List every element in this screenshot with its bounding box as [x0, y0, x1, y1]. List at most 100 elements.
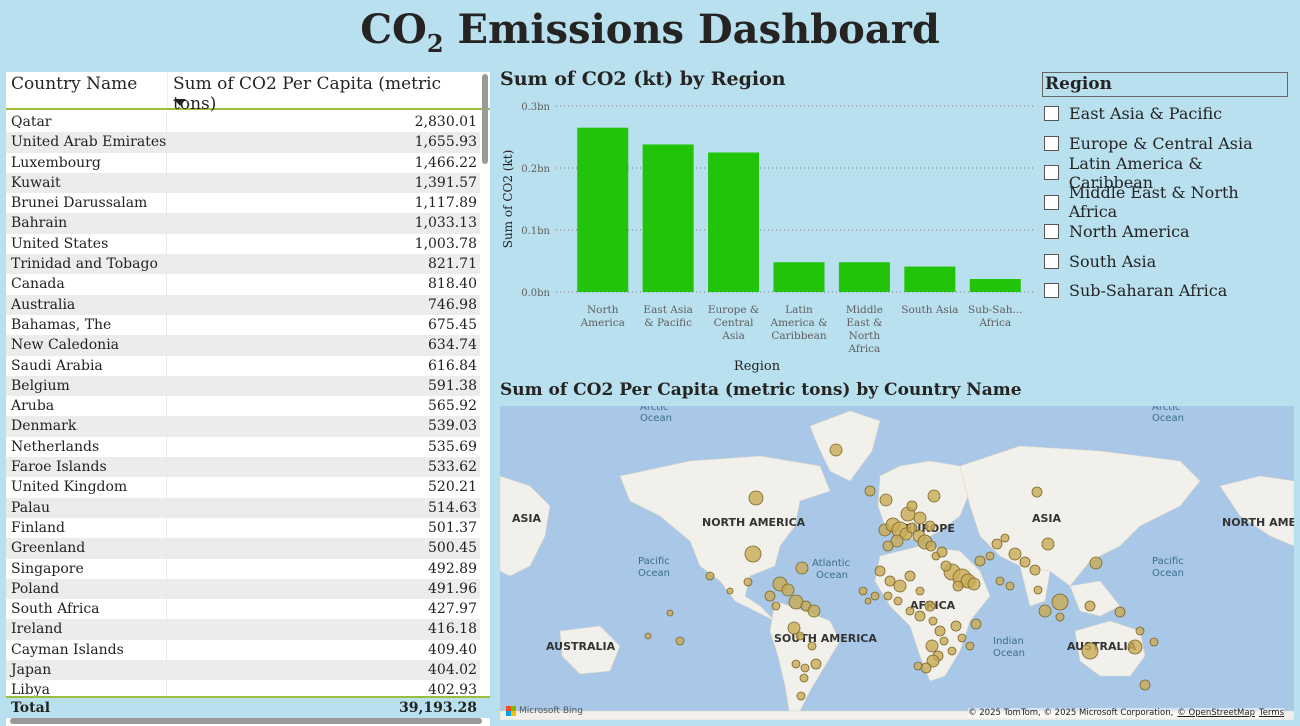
map-bubble[interactable] — [644, 632, 652, 640]
map-bubble[interactable] — [939, 636, 949, 646]
map-bubble[interactable] — [791, 659, 801, 669]
map-bubble[interactable] — [799, 673, 809, 683]
map-bubble[interactable] — [906, 500, 918, 512]
map-bubble[interactable] — [974, 555, 986, 567]
table-row[interactable]: Faroe Islands 533.62 — [6, 457, 480, 478]
map-bubble[interactable] — [995, 576, 1005, 586]
table-row[interactable]: Trinidad and Tobago 821.71 — [6, 254, 480, 275]
bar[interactable] — [708, 152, 760, 293]
map-bubble[interactable] — [1041, 537, 1055, 551]
map-bubble[interactable] — [807, 641, 817, 651]
map-bubble[interactable] — [940, 560, 952, 572]
map-bubble[interactable] — [771, 601, 781, 611]
map-bubble[interactable] — [906, 522, 918, 534]
slicer-item[interactable]: Latin America & Caribbean — [1042, 154, 1288, 192]
map-bubble[interactable] — [957, 633, 967, 643]
map-bubble[interactable] — [914, 610, 926, 622]
table-row[interactable]: Palau 514.63 — [6, 497, 480, 518]
table-row[interactable]: Bahamas, The 675.45 — [6, 314, 480, 336]
terms-link[interactable]: Terms — [1258, 708, 1284, 718]
country-table[interactable]: Country Name Sum of CO2 Per Capita (metr… — [6, 72, 490, 726]
map-bubble[interactable] — [864, 485, 876, 497]
table-row[interactable]: Finland 501.37 — [6, 517, 480, 539]
slicer-item[interactable]: Middle East & North Africa — [1042, 183, 1288, 221]
map-bubble[interactable] — [787, 621, 801, 635]
map-bubble[interactable] — [926, 654, 940, 668]
slicer-item[interactable]: North America — [1042, 217, 1288, 247]
map-bubble[interactable] — [1019, 556, 1031, 568]
map-bubble[interactable] — [913, 511, 927, 525]
map-bubble[interactable] — [965, 641, 975, 651]
map-bubble[interactable] — [928, 616, 938, 626]
table-row[interactable]: Luxembourg 1,466.22 — [6, 152, 480, 173]
map-bubble[interactable] — [952, 580, 964, 592]
vertical-scrollbar[interactable] — [482, 74, 488, 164]
slicer-item[interactable]: Europe & Central Asia — [1042, 129, 1288, 159]
map-bubble[interactable] — [870, 591, 880, 601]
map-bubble[interactable] — [1008, 547, 1022, 561]
checkbox-icon[interactable] — [1044, 135, 1059, 151]
table-row[interactable]: Libya 402.93 — [6, 680, 480, 696]
map-bubble[interactable] — [970, 618, 982, 630]
table-row[interactable]: Canada 818.40 — [6, 274, 480, 295]
sort-desc-icon[interactable] — [174, 99, 186, 106]
map-bubble[interactable] — [800, 663, 810, 673]
table-row[interactable]: Greenland 500.45 — [6, 538, 480, 559]
map-bubble[interactable] — [927, 489, 941, 503]
map-bubble[interactable] — [781, 583, 795, 597]
bar[interactable] — [773, 262, 825, 292]
map-bubble[interactable] — [950, 620, 962, 632]
bar[interactable] — [577, 127, 629, 292]
map-bubble[interactable] — [1038, 604, 1052, 618]
checkbox-icon[interactable] — [1044, 194, 1059, 210]
table-row[interactable]: Poland 491.96 — [6, 578, 480, 600]
map-bubble[interactable] — [883, 591, 893, 601]
map-bubble[interactable] — [795, 631, 805, 641]
map-bubble[interactable] — [748, 490, 764, 506]
table-row[interactable]: Ireland 416.18 — [6, 619, 480, 640]
map-bubble[interactable] — [924, 520, 936, 532]
map-bubble[interactable] — [934, 625, 946, 637]
map-bubble[interactable] — [1135, 626, 1145, 636]
map-bubble[interactable] — [936, 546, 948, 558]
map-bubble[interactable] — [991, 538, 1003, 550]
horizontal-scrollbar[interactable] — [10, 718, 482, 724]
map-bubble[interactable] — [893, 579, 907, 593]
table-row[interactable]: Cayman Islands 409.40 — [6, 639, 480, 661]
map-bubble[interactable] — [874, 565, 886, 577]
map-bubble[interactable] — [666, 609, 674, 617]
table-row[interactable]: Denmark 539.03 — [6, 416, 480, 437]
map-bubble[interactable] — [1000, 533, 1010, 543]
checkbox-icon[interactable] — [1044, 106, 1059, 122]
map-bubble[interactable] — [884, 575, 896, 587]
table-row[interactable]: South Africa 427.97 — [6, 599, 480, 620]
table-row[interactable]: Japan 404.02 — [6, 660, 480, 681]
map-bubble[interactable] — [858, 586, 868, 596]
map-bubble[interactable] — [985, 551, 995, 561]
table-row[interactable]: Netherlands 535.69 — [6, 436, 480, 458]
map-bubble[interactable] — [904, 570, 916, 582]
map-bubble[interactable] — [705, 571, 715, 581]
map-bubble[interactable] — [810, 658, 822, 670]
map-bubble[interactable] — [1139, 679, 1151, 691]
table-row[interactable]: Singapore 492.89 — [6, 558, 480, 579]
table-row[interactable]: United Kingdom 520.21 — [6, 477, 480, 498]
map-bubble[interactable] — [905, 606, 915, 616]
map-bubble[interactable] — [893, 596, 903, 606]
map-bubble[interactable] — [1084, 600, 1096, 612]
bar[interactable] — [904, 266, 956, 292]
map-bubble[interactable] — [1055, 612, 1065, 622]
map-bubble[interactable] — [882, 540, 894, 552]
map-bubble[interactable] — [1031, 486, 1043, 498]
map-bubble[interactable] — [890, 534, 904, 548]
table-row[interactable]: Qatar 2,830.01 — [6, 112, 480, 133]
map-bubble[interactable] — [744, 545, 762, 563]
map-bubble[interactable] — [915, 586, 925, 596]
map-bubble[interactable] — [1051, 593, 1069, 611]
slicer-item[interactable]: Sub-Saharan Africa — [1042, 276, 1288, 306]
map-bubble[interactable] — [764, 590, 776, 602]
table-row[interactable]: Bahrain 1,033.13 — [6, 213, 480, 234]
table-row[interactable]: Brunei Darussalam 1,117.89 — [6, 193, 480, 214]
table-row[interactable]: United States 1,003.78 — [6, 233, 480, 255]
map-bubble[interactable] — [925, 540, 937, 552]
